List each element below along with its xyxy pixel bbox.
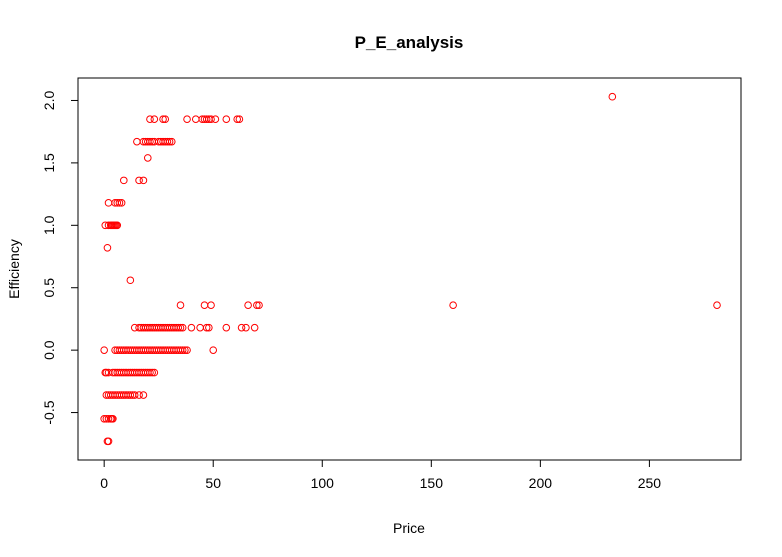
y-tick-label: 0.5 (41, 278, 57, 298)
data-point (146, 368, 154, 377)
data-point (205, 323, 213, 332)
data-point (449, 301, 457, 310)
data-point (209, 346, 218, 354)
data-point (183, 115, 191, 123)
data-point (242, 323, 250, 332)
data-point (181, 346, 189, 354)
data-point (139, 391, 148, 399)
x-tick-label: 250 (638, 475, 662, 491)
y-tick-label: 2.0 (41, 91, 57, 111)
data-point (207, 301, 215, 310)
data-point (183, 346, 191, 354)
data-point (103, 243, 112, 252)
data-point (211, 115, 220, 123)
data-point (143, 154, 152, 162)
data-point (187, 323, 196, 332)
y-tick-label: 1.0 (41, 215, 57, 235)
data-point (196, 323, 204, 332)
data-point (150, 115, 159, 123)
data-point (120, 176, 128, 185)
data-point (178, 323, 187, 332)
data-point (255, 301, 263, 310)
data-point (178, 346, 187, 354)
x-tick-label: 50 (205, 475, 221, 491)
data-point (202, 115, 211, 123)
data-point (148, 368, 156, 377)
data-point (250, 323, 259, 332)
data-point (222, 115, 231, 123)
data-point (104, 437, 113, 446)
data-point (135, 176, 143, 185)
data-point (167, 137, 176, 146)
data-point (146, 137, 154, 146)
data-point (109, 415, 117, 423)
data-point (608, 92, 617, 101)
data-point (126, 391, 135, 399)
y-axis-label: Efficiency (6, 239, 22, 299)
data-point (159, 115, 167, 123)
y-tick-label: -0.5 (41, 400, 57, 424)
data-point (176, 301, 185, 310)
data-point (146, 115, 154, 123)
y-tick-label: 1.5 (41, 153, 57, 173)
data-point (133, 137, 141, 146)
data-point (202, 323, 211, 332)
x-tick-label: 100 (311, 475, 335, 491)
data-point (174, 323, 183, 332)
data-point (117, 199, 126, 207)
data-point (161, 115, 170, 123)
x-axis: 0 50 100 150 200 250 (100, 459, 662, 491)
y-tick-label: 0.0 (41, 340, 57, 360)
data-point (233, 115, 242, 123)
x-tick-label: 200 (529, 475, 553, 491)
data-point (115, 199, 124, 207)
data-point (113, 221, 122, 230)
data-point (235, 115, 244, 123)
data-point (104, 415, 113, 423)
chart-title: P_E_analysis (355, 33, 464, 52)
data-point (237, 323, 246, 332)
data-point (150, 368, 159, 377)
data-point (165, 137, 174, 146)
data-point (244, 301, 252, 310)
data-point (135, 391, 143, 399)
data-point (253, 301, 261, 310)
data-point (139, 176, 148, 185)
data-point (200, 301, 209, 310)
data-point (126, 276, 135, 285)
data-points (100, 92, 721, 446)
data-point (130, 391, 139, 399)
data-point (176, 323, 185, 332)
y-axis: -0.5 0.0 0.5 1.0 1.5 2.0 (41, 91, 79, 425)
x-axis-label: Price (393, 520, 425, 536)
data-point (163, 137, 172, 146)
x-tick-label: 150 (420, 475, 444, 491)
data-point (104, 199, 113, 207)
data-point (191, 115, 200, 123)
data-point (100, 346, 108, 354)
data-point (207, 115, 215, 123)
data-point (113, 199, 122, 207)
plot-frame (77, 77, 742, 461)
data-point (222, 323, 231, 332)
x-tick-label: 0 (100, 475, 108, 491)
data-point (713, 301, 721, 310)
